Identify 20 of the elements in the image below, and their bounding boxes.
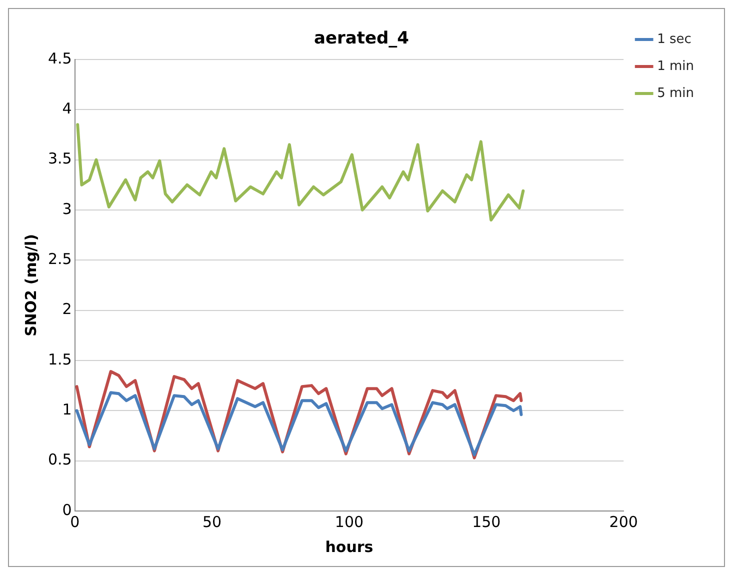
- x-tick-label: 200: [609, 512, 638, 531]
- x-axis-title: hours: [325, 538, 374, 556]
- y-tick-label: 1.5: [48, 350, 72, 368]
- y-tick-label: 3.5: [48, 150, 72, 168]
- legend-label: 1 sec: [657, 32, 692, 47]
- y-tick-label: 4: [62, 99, 72, 118]
- x-tick-label: 100: [334, 512, 364, 531]
- legend-label: 5 min: [657, 86, 694, 101]
- chart-title: aerated_4: [314, 28, 410, 49]
- x-tick-label: 50: [202, 512, 222, 531]
- y-tick-label: 0.5: [48, 450, 72, 469]
- y-tick-label: 3: [62, 200, 72, 218]
- y-tick-label: 2.5: [48, 250, 72, 268]
- y-tick-label: 4.5: [48, 49, 72, 68]
- y-tick-label: 0: [62, 500, 72, 519]
- legend-label: 1 min: [657, 58, 694, 74]
- x-tick-label: 150: [472, 512, 501, 531]
- y-axis-title: SNO2 (mg/l): [22, 234, 40, 336]
- y-tick-label: 1: [62, 400, 72, 419]
- y-tick-label: 2: [62, 300, 72, 318]
